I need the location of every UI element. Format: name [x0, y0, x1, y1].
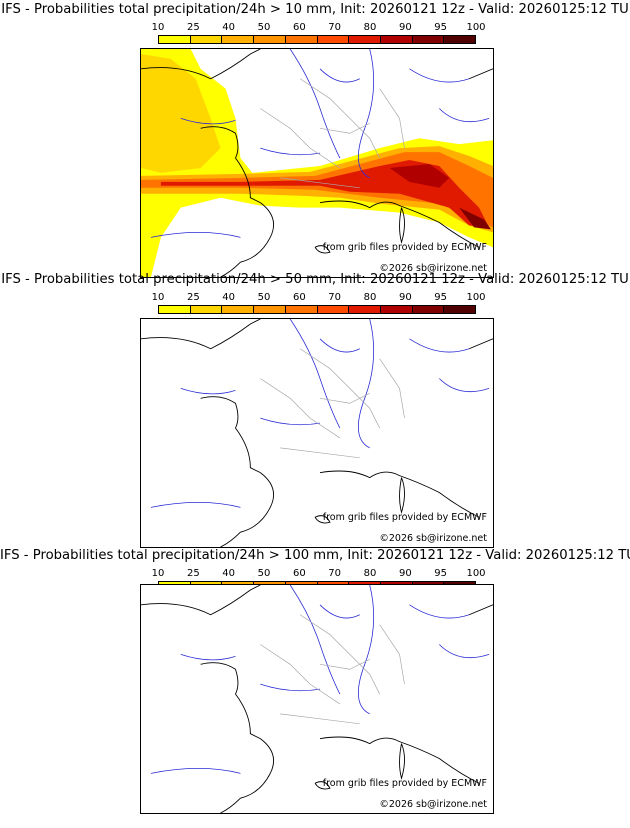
panel-100mm: IFS - Probabilities total precipitation/…	[0, 546, 630, 816]
coastlines	[141, 319, 493, 547]
colorbar-segment	[380, 36, 413, 43]
borders	[260, 348, 405, 459]
colorbar-tick-label: 40	[222, 292, 236, 303]
colorbar-tick-label: 10	[151, 568, 165, 579]
probability-map: from grib files provided by ECMWF ©2026 …	[140, 584, 494, 814]
colorbar-tick-label: 90	[398, 292, 412, 303]
colorbar-tick-label: 70	[328, 568, 342, 579]
colorbar-segment	[349, 36, 381, 43]
colorbar-segment	[222, 306, 255, 313]
colorbar-tick-label: 80	[363, 292, 377, 303]
panel-title: IFS - Probabilities total precipitation/…	[1, 272, 629, 287]
coastlines	[141, 585, 493, 813]
rivers	[150, 585, 490, 774]
colorbar-segment	[190, 36, 223, 43]
colorbar-tick-label: 25	[186, 22, 200, 33]
colorbar-segment	[254, 306, 286, 313]
borders	[260, 78, 405, 189]
colorbar-tick-label: 95	[434, 292, 448, 303]
colorbar-tick-label: 25	[186, 292, 200, 303]
colorbar	[158, 35, 476, 44]
colorbar-segment	[222, 36, 255, 43]
colorbar-segment	[380, 306, 413, 313]
colorbar-segment	[444, 306, 476, 313]
colorbar-segment	[444, 36, 476, 43]
colorbar	[158, 305, 476, 314]
colorbar-segment	[412, 36, 445, 43]
colorbar-tick-label: 50	[257, 568, 271, 579]
colorbar-ticks: 10 25 40 50 60 70 80 90 95 100	[152, 568, 486, 580]
colorbar-segment	[159, 306, 191, 313]
colorbar-tick-label: 100	[466, 292, 486, 303]
colorbar-segment	[317, 36, 350, 43]
colorbar-tick-label: 25	[186, 568, 200, 579]
map-svg	[141, 49, 493, 277]
panel-50mm: IFS - Probabilities total precipitation/…	[0, 270, 630, 548]
data-credit: from grib files provided by ECMWF	[322, 512, 487, 523]
colorbar-tick-label: 60	[292, 292, 306, 303]
map-svg	[141, 319, 493, 547]
data-credit: from grib files provided by ECMWF	[322, 242, 487, 253]
colorbar-tick-label: 95	[434, 568, 448, 579]
copyright: ©2026 sb@irizone.net	[379, 799, 487, 810]
colorbar-tick-label: 70	[328, 22, 342, 33]
colorbar-segment	[285, 36, 318, 43]
colorbar-segment	[190, 306, 223, 313]
probability-map: from grib files provided by ECMWF ©2026 …	[140, 318, 494, 548]
colorbar-tick-label: 100	[466, 22, 486, 33]
colorbar-tick-label: 90	[398, 568, 412, 579]
colorbar-tick-label: 60	[292, 22, 306, 33]
colorbar-segment	[254, 36, 286, 43]
panel-title: IFS - Probabilities total precipitation/…	[1, 2, 629, 17]
colorbar-tick-label: 40	[222, 568, 236, 579]
colorbar-tick-label: 90	[398, 22, 412, 33]
coastlines	[141, 49, 493, 277]
colorbar-tick-label: 95	[434, 22, 448, 33]
rivers	[150, 319, 490, 508]
panel-title: IFS - Probabilities total precipitation/…	[0, 548, 630, 563]
copyright: ©2026 sb@irizone.net	[379, 263, 487, 274]
colorbar-tick-label: 50	[257, 22, 271, 33]
probability-map: from grib files provided by ECMWF ©2026 …	[140, 48, 494, 278]
colorbar-tick-label: 70	[328, 292, 342, 303]
panel-10mm: IFS - Probabilities total precipitation/…	[0, 0, 630, 278]
colorbar-tick-label: 50	[257, 292, 271, 303]
colorbar-tick-label: 80	[363, 568, 377, 579]
probability-shading	[141, 49, 493, 277]
colorbar-ticks: 10 25 40 50 60 70 80 90 95 100	[152, 22, 486, 34]
colorbar-segment	[159, 36, 191, 43]
data-credit: from grib files provided by ECMWF	[322, 778, 487, 789]
colorbar-tick-label: 40	[222, 22, 236, 33]
colorbar-tick-label: 60	[292, 568, 306, 579]
colorbar-tick-label: 10	[151, 292, 165, 303]
colorbar-tick-label: 80	[363, 22, 377, 33]
colorbar-tick-label: 100	[466, 568, 486, 579]
colorbar-segment	[317, 306, 350, 313]
colorbar-segment	[285, 306, 318, 313]
copyright: ©2026 sb@irizone.net	[379, 533, 487, 544]
colorbar-segment	[349, 306, 381, 313]
borders	[260, 614, 405, 725]
rivers	[150, 49, 490, 238]
colorbar-tick-label: 10	[151, 22, 165, 33]
colorbar-ticks: 10 25 40 50 60 70 80 90 95 100	[152, 292, 486, 304]
map-svg	[141, 585, 493, 813]
colorbar-segment	[412, 306, 445, 313]
